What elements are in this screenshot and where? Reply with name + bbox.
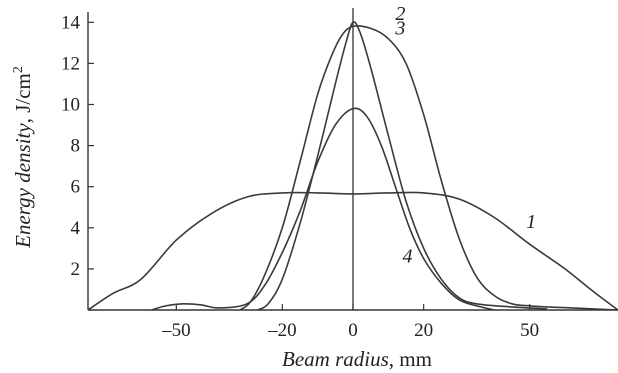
x-tick-label: 20 — [414, 320, 433, 341]
y-tick-label: 2 — [71, 259, 81, 280]
y-axis-title-name: Energy density — [11, 123, 35, 249]
y-tick-label: 4 — [71, 218, 81, 239]
y-tick-label: 12 — [61, 53, 80, 74]
y-tick-label: 8 — [71, 136, 81, 157]
y-tick-label: 14 — [61, 12, 81, 33]
curve-label-3: 3 — [394, 18, 405, 40]
curve-1 — [87, 191, 618, 311]
x-axis-title-name: Beam radius — [282, 347, 389, 371]
y-axis-title-unit: , J/cm — [11, 73, 35, 123]
x-tick-label: –20 — [267, 320, 297, 341]
axes — [87, 8, 618, 311]
x-axis-title: Beam radius, mm — [282, 347, 432, 371]
x-axis-title-unit: , mm — [389, 347, 432, 371]
y-axis-title: Energy density, J/cm2 — [11, 66, 35, 249]
y-axis-title-superscript: 2 — [11, 66, 26, 73]
x-tick-label: 50 — [520, 320, 539, 341]
curve-label-2: 2 — [395, 3, 405, 25]
curve-labels: 1 23 4 — [394, 3, 536, 268]
curve-2 — [239, 25, 618, 311]
y-tick-label: 10 — [61, 94, 80, 115]
x-tick-label: 0 — [348, 320, 358, 341]
curve-label-4: 4 — [402, 246, 412, 268]
curve-4 — [151, 107, 495, 311]
curves — [87, 21, 618, 311]
curve-label-1: 1 — [526, 211, 536, 233]
curve-3 — [257, 21, 548, 311]
y-tick-label: 6 — [71, 177, 81, 198]
x-tick-label: –50 — [161, 320, 191, 341]
